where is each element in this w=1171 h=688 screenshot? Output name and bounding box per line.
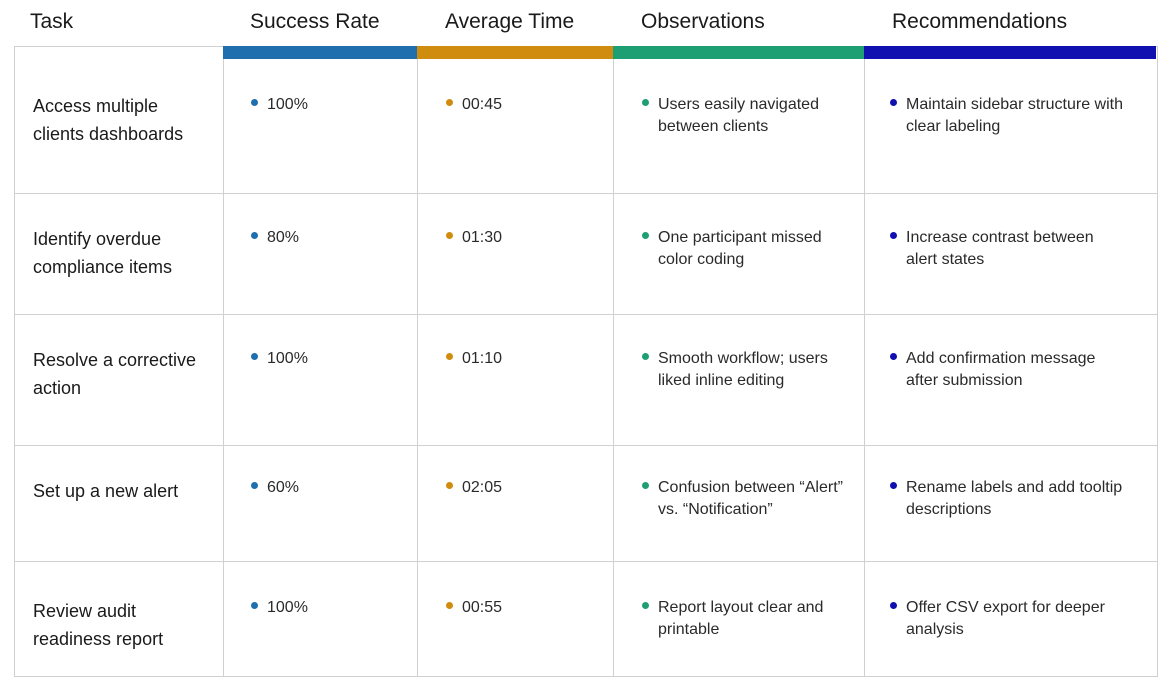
- bullet-dot-icon: [890, 602, 897, 609]
- task-cell: Resolve a corrective action: [33, 350, 197, 398]
- bullet-dot-icon: [251, 602, 258, 609]
- observations-bar: [613, 46, 864, 59]
- cell-text: Report layout clear and printable: [658, 599, 824, 638]
- cell-text: 60%: [267, 479, 300, 496]
- results-table: Access multiple clients dashboards 100% 00…: [14, 46, 1158, 677]
- cell-text: 100%: [267, 599, 308, 616]
- header-observations: Observations: [641, 10, 765, 33]
- bullet-dot-icon: [890, 99, 897, 106]
- task-cell: Identify overdue compliance items: [33, 229, 173, 277]
- success-rate-cell: 100%: [251, 94, 417, 116]
- column-color-bars: [0, 46, 1171, 59]
- bullet-dot-icon: [642, 99, 649, 106]
- cell-text: Users easily navigated between clients: [658, 96, 819, 135]
- cell-text: Confusion between “Alert” vs. “Notificat…: [658, 479, 843, 518]
- table-row: Review audit readiness report 100% 00:55 Re…: [15, 562, 1157, 677]
- recommendation-cell: Increase contrast between alert states: [890, 227, 1126, 271]
- average-time-bar: [417, 46, 613, 59]
- cell-text: Maintain sidebar structure with clear la…: [906, 96, 1123, 135]
- column-divider: [613, 47, 614, 677]
- average-time-cell: 00:45: [446, 94, 612, 116]
- success-rate-cell: 60%: [251, 477, 417, 499]
- cell-text: Smooth workflow; users liked inline edit…: [658, 350, 828, 389]
- table-row: Identify overdue compliance items 80% 01:3…: [15, 194, 1157, 315]
- average-time-cell: 01:30: [446, 227, 612, 249]
- bullet-dot-icon: [446, 99, 453, 106]
- recommendation-cell: Offer CSV export for deeper analysis: [890, 597, 1126, 641]
- observation-cell: Confusion between “Alert” vs. “Notificat…: [642, 477, 858, 521]
- bullet-dot-icon: [446, 353, 453, 360]
- recommendations-bar: [864, 46, 1156, 59]
- header-average-time: Average Time: [445, 10, 575, 33]
- bullet-dot-icon: [251, 482, 258, 489]
- bullet-dot-icon: [446, 602, 453, 609]
- cell-text: 100%: [267, 96, 308, 113]
- column-divider: [417, 47, 418, 677]
- header-recommendations: Recommendations: [892, 10, 1068, 33]
- cell-text: Rename labels and add tooltip descriptio…: [906, 479, 1123, 518]
- cell-text: 01:30: [462, 229, 503, 246]
- average-time-cell: 00:55: [446, 597, 612, 619]
- success-rate-cell: 100%: [251, 348, 417, 370]
- bullet-dot-icon: [890, 482, 897, 489]
- average-time-cell: 01:10: [446, 348, 612, 370]
- observation-cell: Smooth workflow; users liked inline edit…: [642, 348, 858, 392]
- cell-text: 00:45: [462, 96, 503, 113]
- recommendation-cell: Add confirmation message after submissio…: [890, 348, 1126, 392]
- cell-text: 100%: [267, 350, 308, 367]
- cell-text: One participant missed color coding: [658, 229, 822, 268]
- observation-cell: Report layout clear and printable: [642, 597, 858, 641]
- column-divider: [223, 47, 224, 677]
- bullet-dot-icon: [251, 99, 258, 106]
- bullet-dot-icon: [642, 232, 649, 239]
- table-row: Access multiple clients dashboards 100% 00…: [15, 47, 1157, 194]
- cell-text: Offer CSV export for deeper analysis: [906, 599, 1105, 638]
- recommendation-cell: Rename labels and add tooltip descriptio…: [890, 477, 1126, 521]
- bullet-dot-icon: [642, 482, 649, 489]
- task-cell: Access multiple clients dashboards: [33, 96, 184, 144]
- bullet-dot-icon: [642, 602, 649, 609]
- bullet-dot-icon: [251, 232, 258, 239]
- table-row: Set up a new alert 60% 02:05 Confusion betw…: [15, 446, 1157, 562]
- recommendation-cell: Maintain sidebar structure with clear la…: [890, 94, 1126, 138]
- success-rate-cell: 100%: [251, 597, 417, 619]
- bullet-dot-icon: [251, 353, 258, 360]
- table-header: Task Success Rate Average Time Observati…: [0, 0, 1171, 46]
- cell-text: 00:55: [462, 599, 503, 616]
- column-divider: [864, 47, 865, 677]
- header-task: Task: [30, 10, 74, 33]
- header-success-rate: Success Rate: [250, 10, 380, 33]
- cell-text: 02:05: [462, 479, 503, 496]
- cell-text: Add confirmation message after submissio…: [906, 350, 1096, 389]
- table-row: Resolve a corrective action 100% 01:10 Smoo…: [15, 315, 1157, 446]
- bullet-dot-icon: [446, 232, 453, 239]
- average-time-cell: 02:05: [446, 477, 612, 499]
- success-rate-cell: 80%: [251, 227, 417, 249]
- task-cell: Set up a new alert: [33, 481, 179, 501]
- success-rate-bar: [223, 46, 417, 59]
- bullet-dot-icon: [446, 482, 453, 489]
- observation-cell: One participant missed color coding: [642, 227, 858, 271]
- bullet-dot-icon: [890, 353, 897, 360]
- cell-text: 01:10: [462, 350, 503, 367]
- task-cell: Review audit readiness report: [33, 601, 164, 649]
- observation-cell: Users easily navigated between clients: [642, 94, 858, 138]
- bullet-dot-icon: [642, 353, 649, 360]
- bullet-dot-icon: [890, 232, 897, 239]
- cell-text: Increase contrast between alert states: [906, 229, 1094, 268]
- cell-text: 80%: [267, 229, 300, 246]
